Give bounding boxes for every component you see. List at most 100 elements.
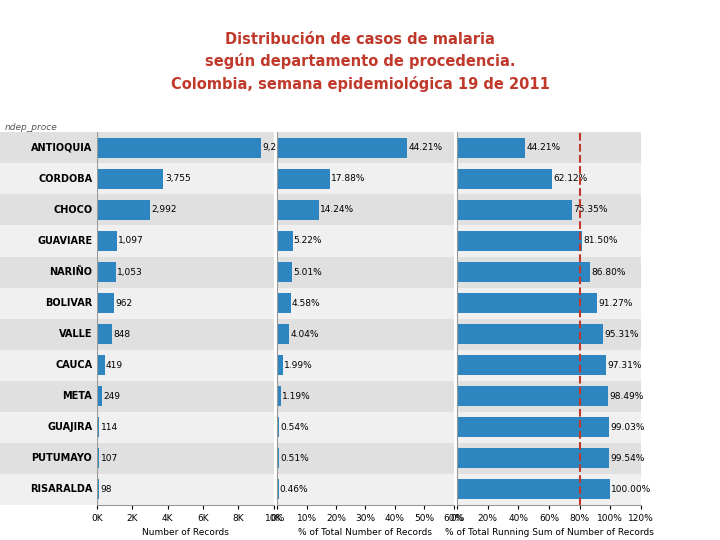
Bar: [97, 194, 274, 226]
Bar: [97, 319, 274, 350]
X-axis label: % of Total Number of Records: % of Total Number of Records: [298, 529, 433, 537]
Bar: [97, 417, 99, 437]
Bar: [457, 226, 641, 256]
Bar: [97, 138, 261, 158]
Bar: [97, 448, 99, 468]
Text: VALLE: VALLE: [59, 329, 92, 339]
Bar: [0, 319, 97, 350]
Bar: [0, 288, 97, 319]
Bar: [457, 448, 610, 468]
Bar: [0, 164, 97, 194]
Text: 107: 107: [101, 454, 118, 463]
Text: 44.21%: 44.21%: [408, 143, 443, 152]
Text: 1,053: 1,053: [117, 267, 143, 276]
Text: 75.35%: 75.35%: [574, 205, 608, 214]
Bar: [0, 132, 97, 164]
Bar: [277, 350, 454, 381]
Text: 99.54%: 99.54%: [611, 454, 645, 463]
Bar: [457, 381, 641, 411]
Bar: [97, 256, 274, 287]
Text: 419: 419: [106, 361, 123, 370]
Text: BOLIVAR: BOLIVAR: [45, 298, 92, 308]
Text: 9,282: 9,282: [262, 143, 288, 152]
Bar: [277, 386, 281, 406]
Bar: [457, 480, 610, 500]
Text: 2,992: 2,992: [151, 205, 177, 214]
Bar: [97, 350, 274, 381]
Text: GUAJIRA: GUAJIRA: [48, 422, 92, 433]
Bar: [457, 293, 597, 313]
Text: 4.04%: 4.04%: [290, 329, 319, 339]
Text: 0.51%: 0.51%: [280, 454, 309, 463]
Text: 0.46%: 0.46%: [280, 485, 308, 494]
Text: RISARALDA: RISARALDA: [30, 484, 92, 495]
Bar: [457, 164, 641, 194]
Bar: [277, 319, 454, 350]
Bar: [97, 262, 116, 282]
Bar: [457, 169, 552, 189]
Bar: [277, 474, 454, 505]
Bar: [277, 226, 454, 256]
Bar: [97, 231, 117, 251]
Text: GUAVIARE: GUAVIARE: [37, 236, 92, 246]
Bar: [277, 448, 279, 468]
Text: 17.88%: 17.88%: [331, 174, 366, 184]
Bar: [457, 350, 641, 381]
Bar: [97, 443, 274, 474]
Text: 91.27%: 91.27%: [598, 299, 632, 308]
Bar: [97, 132, 274, 164]
Bar: [457, 324, 603, 344]
Text: 95.31%: 95.31%: [604, 329, 639, 339]
Bar: [97, 474, 274, 505]
Text: 5.01%: 5.01%: [293, 267, 322, 276]
Bar: [0, 226, 97, 256]
Text: CHOCO: CHOCO: [53, 205, 92, 215]
Text: CAUCA: CAUCA: [55, 360, 92, 370]
Bar: [97, 293, 114, 313]
Text: 1.99%: 1.99%: [284, 361, 313, 370]
Text: CORDOBA: CORDOBA: [38, 174, 92, 184]
Bar: [277, 288, 454, 319]
Bar: [97, 386, 102, 406]
Bar: [277, 138, 408, 158]
Bar: [0, 474, 97, 505]
Text: 0.54%: 0.54%: [280, 423, 309, 432]
Bar: [97, 480, 99, 500]
Text: Distribución de casos de malaria
según departamento de procedencia.
Colombia, se: Distribución de casos de malaria según d…: [171, 31, 549, 92]
Text: 62.12%: 62.12%: [554, 174, 588, 184]
Bar: [277, 355, 283, 375]
Bar: [97, 164, 274, 194]
Bar: [457, 138, 525, 158]
Bar: [457, 443, 641, 474]
Bar: [0, 256, 97, 287]
Bar: [277, 411, 454, 443]
Bar: [457, 256, 641, 287]
Text: 114: 114: [101, 423, 118, 432]
Text: 97.31%: 97.31%: [607, 361, 642, 370]
Bar: [457, 194, 641, 226]
Bar: [457, 355, 606, 375]
Bar: [97, 355, 104, 375]
Bar: [97, 169, 163, 189]
Bar: [457, 132, 641, 164]
Bar: [97, 411, 274, 443]
X-axis label: % of Total Running Sum of Number of Records: % of Total Running Sum of Number of Reco…: [444, 529, 654, 537]
Text: META: META: [63, 391, 92, 401]
Bar: [457, 386, 608, 406]
Bar: [0, 411, 97, 443]
Bar: [97, 324, 112, 344]
Bar: [277, 417, 279, 437]
Bar: [277, 169, 330, 189]
Bar: [457, 288, 641, 319]
Bar: [97, 381, 274, 411]
X-axis label: Number of Records: Number of Records: [142, 529, 229, 537]
Text: 86.80%: 86.80%: [591, 267, 626, 276]
Bar: [277, 164, 454, 194]
Bar: [457, 417, 608, 437]
Text: 249: 249: [103, 392, 120, 401]
Text: 100.00%: 100.00%: [611, 485, 652, 494]
Text: ndep_proce: ndep_proce: [5, 123, 58, 132]
Text: 14.24%: 14.24%: [320, 205, 354, 214]
Text: 1,097: 1,097: [118, 237, 144, 246]
Bar: [457, 411, 641, 443]
